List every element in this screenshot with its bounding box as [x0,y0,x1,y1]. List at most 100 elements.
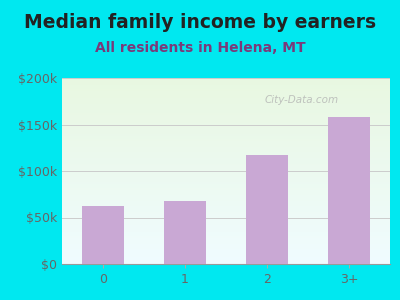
Bar [62,175,390,177]
Bar [62,93,390,95]
Bar [62,251,390,253]
Bar [62,162,390,164]
Bar [62,130,390,132]
Bar [62,182,390,184]
Bar [62,115,390,117]
Bar [62,171,390,173]
Bar [62,123,390,124]
Bar [62,230,390,232]
Bar [62,165,390,167]
Bar [62,145,390,147]
Bar [62,167,390,169]
Bar [62,178,390,180]
Bar [62,205,390,206]
Bar [62,84,390,85]
Bar [62,227,390,229]
Bar [62,247,390,249]
Text: City-Data.com: City-Data.com [264,95,338,105]
Text: All residents in Helena, MT: All residents in Helena, MT [95,41,305,55]
Bar [62,216,390,218]
Bar [62,158,390,160]
Bar [62,151,390,152]
Bar [62,229,390,230]
Bar [62,149,390,151]
Bar [62,97,390,98]
Bar [62,152,390,154]
Bar [62,164,390,165]
Bar [62,121,390,123]
Bar [62,95,390,97]
Bar [62,82,390,84]
Bar [62,136,390,137]
Bar [62,199,390,201]
Bar [62,256,390,258]
Bar [62,223,390,225]
Bar [62,117,390,119]
Bar [62,253,390,255]
Bar [62,202,390,205]
Bar [62,91,390,93]
Bar [62,141,390,143]
Bar [62,184,390,186]
Bar [62,249,390,251]
Bar [62,137,390,140]
Bar [62,154,390,156]
Bar [62,244,390,245]
Bar [62,219,390,221]
Bar [62,191,390,193]
Bar [62,112,390,113]
Bar [62,238,390,240]
Bar [62,156,390,158]
Bar [62,169,390,171]
Bar [62,132,390,134]
Bar [62,177,390,178]
Bar [62,193,390,195]
Bar [62,258,390,260]
Bar [62,245,390,247]
Bar [62,186,390,188]
Bar [62,210,390,212]
Bar [62,143,390,145]
Bar [62,221,390,223]
Bar [62,218,390,219]
Bar [62,190,390,191]
Bar [164,201,206,264]
Bar [62,232,390,234]
Bar [62,140,390,141]
Bar [62,197,390,199]
Bar [62,78,390,80]
Bar [82,206,124,264]
Bar [62,188,390,190]
Bar [62,195,390,197]
Bar [62,201,390,203]
Bar [62,80,390,82]
Bar [62,119,390,121]
Bar [62,102,390,104]
Bar [62,212,390,214]
Bar [62,98,390,100]
Bar [62,110,390,112]
Bar [62,160,390,162]
Bar [62,126,390,128]
Bar [62,242,390,244]
Bar [62,255,390,256]
Bar [62,180,390,182]
Bar [62,106,390,108]
Bar [62,104,390,106]
Bar [62,240,390,242]
Bar [328,117,370,264]
Bar [62,124,390,126]
Bar [62,108,390,109]
Bar [62,173,390,175]
Bar [62,234,390,236]
Bar [62,147,390,149]
Bar [62,87,390,89]
Bar [62,89,390,91]
Bar [62,85,390,87]
Bar [62,208,390,210]
Bar [62,236,390,238]
Bar [62,128,390,130]
Text: Median family income by earners: Median family income by earners [24,13,376,32]
Bar [62,100,390,102]
Bar [62,262,390,264]
